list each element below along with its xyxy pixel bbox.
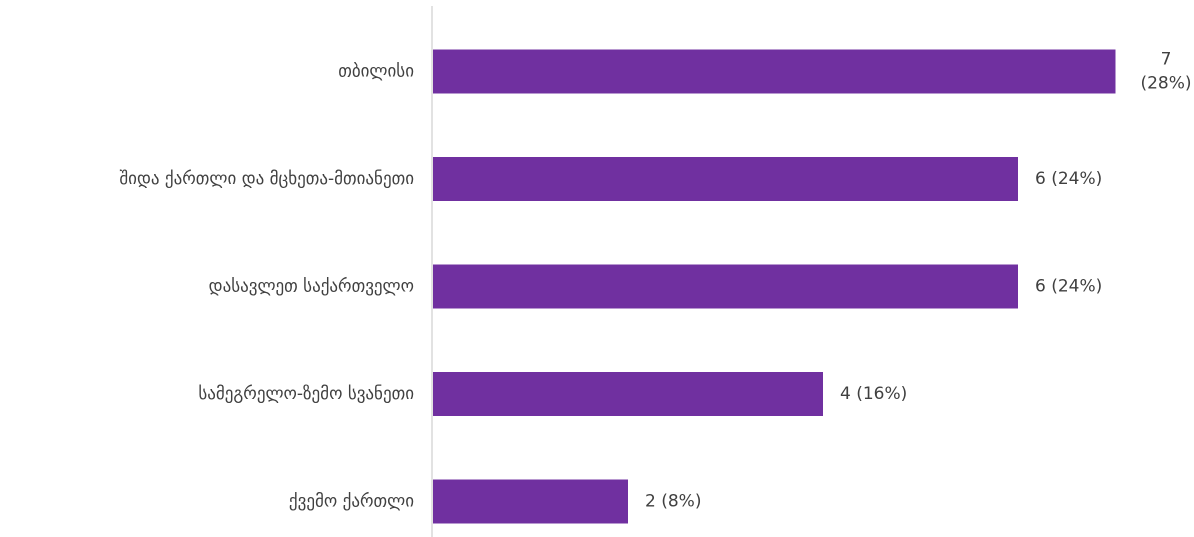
category-label-4: ქვემო ქართლი xyxy=(289,492,414,512)
category-labels-group: თბილისი შიდა ქართლი და მცხეთა-მთიანეთი დას… xyxy=(119,62,414,512)
category-label-1: შიდა ქართლი და მცხეთა-მთიანეთი xyxy=(119,169,414,189)
data-label-1: 6 (24%) xyxy=(1035,169,1102,189)
data-label-0: 7 (28%) xyxy=(1140,50,1191,94)
category-label-2: დასავლეთ საქართველო xyxy=(209,277,414,297)
category-label-3: სამეგრელო-ზემო სვანეთი xyxy=(198,384,414,404)
bar-1 xyxy=(433,157,1018,201)
bars-group xyxy=(433,49,1116,524)
category-label-0: თბილისი xyxy=(338,62,414,82)
data-label-3: 4 (16%) xyxy=(840,384,907,404)
bar-0 xyxy=(433,49,1116,94)
bar-4 xyxy=(433,479,628,524)
data-label-4: 2 (8%) xyxy=(645,492,701,512)
data-label-2: 6 (24%) xyxy=(1035,277,1102,297)
bar-2 xyxy=(433,264,1018,309)
bar-3 xyxy=(433,372,823,416)
data-labels-group: 7 (28%) 6 (24%) 6 (24%) 4 (16%) 2 (8%) xyxy=(645,50,1192,512)
